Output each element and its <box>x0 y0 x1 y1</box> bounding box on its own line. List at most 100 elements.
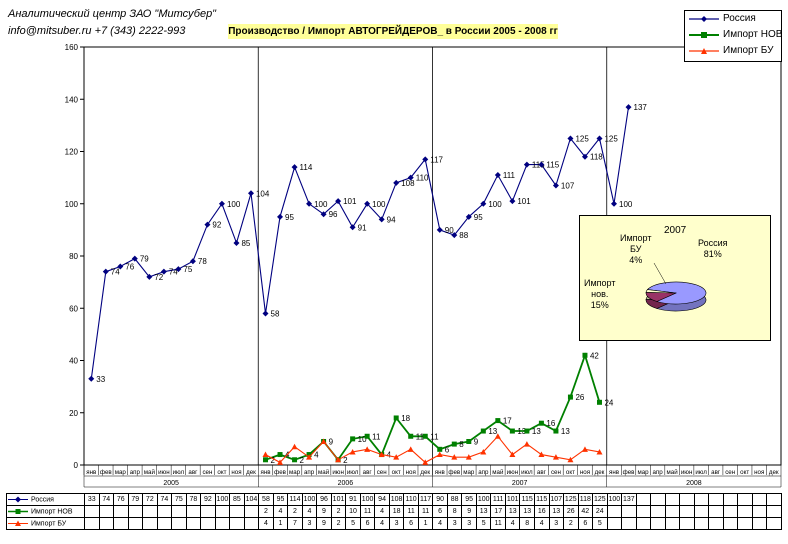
table-cell: 7 <box>287 517 303 530</box>
table-cell: 3 <box>548 517 564 530</box>
data-point <box>146 273 153 280</box>
month-label: июл <box>347 469 359 476</box>
data-point <box>437 446 443 452</box>
data-label: 6 <box>445 445 450 454</box>
table-cell: 58 <box>258 493 274 506</box>
month-label: дек <box>769 469 779 476</box>
table-cell <box>650 505 666 518</box>
data-point <box>320 438 327 444</box>
data-label: 58 <box>271 309 280 318</box>
table-cell <box>751 505 768 518</box>
month-label: авг <box>711 469 721 476</box>
data-label: 100 <box>314 200 328 209</box>
table-cell <box>142 517 158 530</box>
table-cell: 9 <box>316 517 332 530</box>
data-label: 42 <box>590 351 599 360</box>
table-cell: 85 <box>229 493 245 506</box>
month-label: окт <box>392 469 401 476</box>
series-line-russia <box>90 107 630 379</box>
data-label: 11 <box>416 432 425 441</box>
data-point <box>509 451 516 458</box>
data-point <box>567 456 574 463</box>
month-label: сен <box>377 469 387 476</box>
table-cell: 17 <box>490 505 506 518</box>
data-label: 4 <box>387 451 392 460</box>
data-point <box>596 135 603 142</box>
year-label: 2005 <box>163 480 179 487</box>
pie-label-import-new: Импорт нов. 15% <box>584 278 616 310</box>
data-point <box>509 428 515 434</box>
data-label: 114 <box>300 163 313 172</box>
data-point <box>494 172 501 179</box>
table-cell: 96 <box>316 493 332 506</box>
table-cell: 33 <box>84 493 100 506</box>
data-label: 100 <box>619 200 633 209</box>
table-cell <box>766 493 782 506</box>
data-point <box>422 459 429 465</box>
table-cell <box>214 505 231 518</box>
table-cell: 4 <box>374 517 390 530</box>
data-point <box>117 263 124 270</box>
table-cell: 11 <box>359 505 376 518</box>
data-point <box>263 457 269 463</box>
table-cell: 95 <box>272 493 289 506</box>
table-cell: 5 <box>475 517 492 530</box>
month-label: май <box>318 469 330 476</box>
month-label: мар <box>463 469 475 476</box>
table-cell <box>127 517 144 530</box>
data-point <box>567 135 574 142</box>
table-cell <box>650 517 666 530</box>
data-point <box>393 415 399 421</box>
y-tick-label: 140 <box>65 95 79 104</box>
table-cell <box>98 505 115 518</box>
y-tick-label: 40 <box>69 357 78 366</box>
table-cell: 11 <box>403 505 419 518</box>
table-cell <box>708 493 724 506</box>
data-label: 117 <box>430 155 443 164</box>
data-label: 88 <box>459 231 468 240</box>
data-point <box>393 179 400 186</box>
data-point <box>233 239 240 246</box>
data-point <box>160 268 167 275</box>
table-cell <box>679 517 695 530</box>
table-cell <box>766 505 782 518</box>
table-cell <box>185 505 202 518</box>
table-cell: 4 <box>374 505 390 518</box>
data-label: 17 <box>503 417 512 426</box>
data-point <box>407 446 414 452</box>
data-point <box>480 428 486 434</box>
table-cell: 8 <box>519 517 535 530</box>
data-point <box>408 433 414 439</box>
data-label: 11 <box>430 432 439 441</box>
table-cell: 101 <box>330 493 347 506</box>
table-cell: 107 <box>548 493 564 506</box>
table-cell: 16 <box>534 505 550 518</box>
table-cell <box>737 505 753 518</box>
data-point <box>596 399 602 405</box>
data-point <box>364 200 371 207</box>
table-cell <box>229 517 245 530</box>
table-cell <box>650 493 666 506</box>
table-row: Россия 33 74 76 79 72 74 75 78 92 100 85 104 58 95 114 1… <box>6 493 782 506</box>
table-cell <box>113 517 129 530</box>
data-table: Россия 33 74 76 79 72 74 75 78 92 100 85 104 58 95 114 1… <box>6 493 782 530</box>
data-point <box>204 221 211 228</box>
data-label: 90 <box>445 226 454 235</box>
month-label: фев <box>623 469 636 476</box>
table-cell: 11 <box>417 505 434 518</box>
table-cell <box>722 493 739 506</box>
data-label: 2 <box>343 456 348 465</box>
month-label: янв <box>609 469 620 476</box>
table-cell <box>722 517 739 530</box>
table-cell: 75 <box>171 493 187 506</box>
data-point <box>291 164 298 171</box>
table-cell: 11 <box>490 517 506 530</box>
data-label: 101 <box>343 197 357 206</box>
data-point <box>88 375 95 382</box>
month-label: мар <box>637 469 649 476</box>
table-cell <box>621 517 637 530</box>
data-point <box>262 310 269 317</box>
table-cell <box>751 493 768 506</box>
month-label: дек <box>420 469 430 476</box>
